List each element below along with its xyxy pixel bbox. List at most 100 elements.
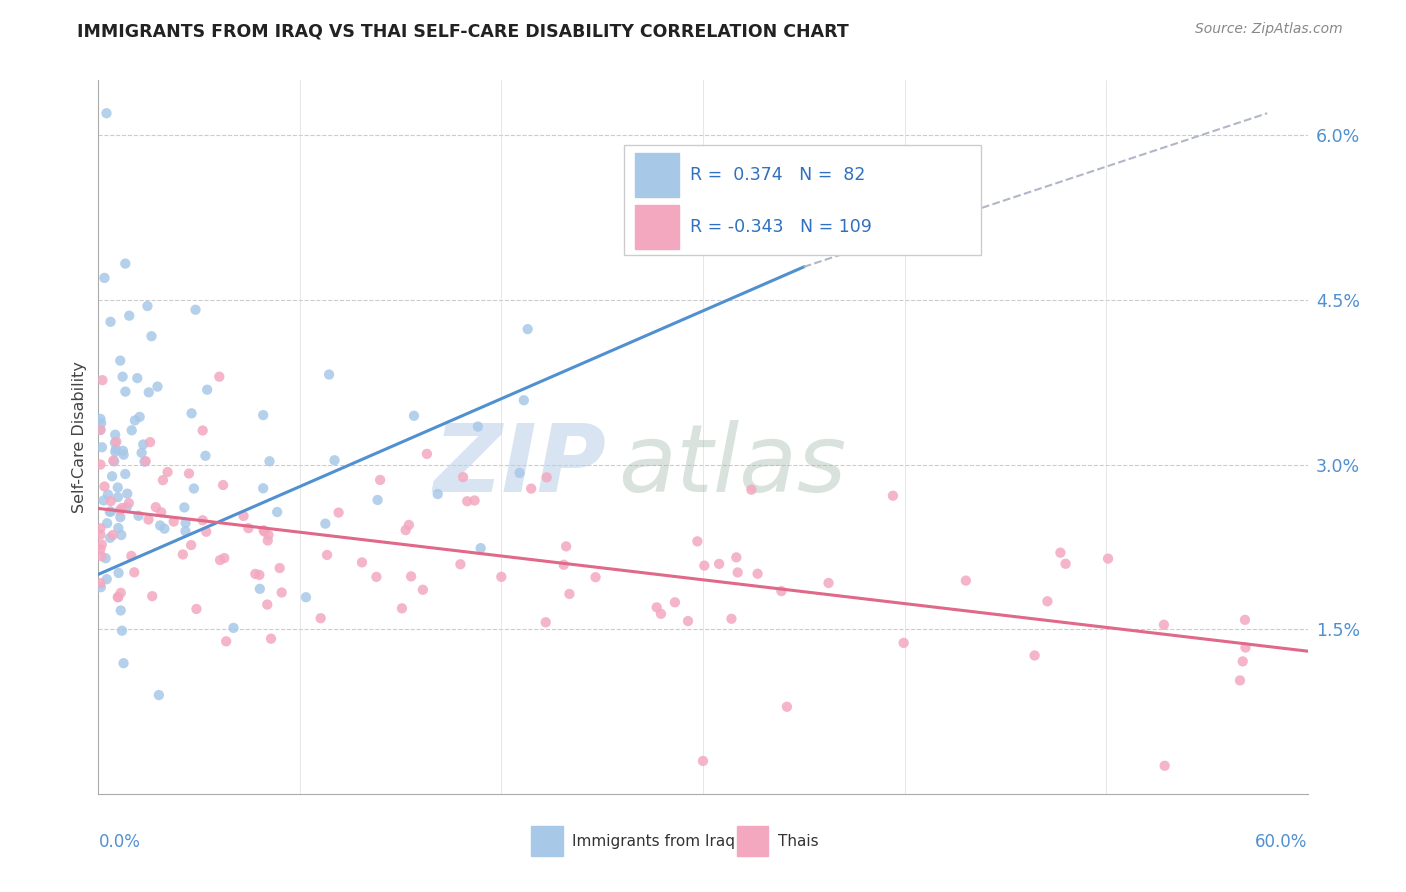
Point [464, 493, 486, 508]
Point [214, 551, 236, 566]
Point [191, 424, 214, 438]
Point [141, 329, 163, 343]
Point [316, 548, 339, 562]
Point [91, 373, 114, 387]
Point [253, 524, 276, 538]
Point [208, 369, 231, 384]
Point [136, 299, 159, 313]
Point [104, 435, 127, 450]
Point [491, 570, 513, 584]
Point [105, 434, 128, 449]
FancyBboxPatch shape [531, 826, 562, 856]
Point [132, 437, 155, 451]
Point [107, 590, 129, 604]
Text: 60.0%: 60.0% [1256, 833, 1308, 851]
Point [195, 383, 218, 397]
Point [121, 423, 143, 437]
Point [98, 531, 121, 545]
Point [89, 542, 111, 557]
Point [186, 602, 208, 616]
Point [328, 506, 350, 520]
Point [391, 601, 413, 615]
Point [128, 508, 150, 523]
Point [534, 615, 557, 630]
Point [89, 521, 111, 535]
Point [111, 443, 134, 458]
Point [449, 558, 471, 572]
Point [402, 409, 425, 423]
Point [585, 570, 607, 584]
Point [89, 527, 111, 541]
Point [93, 479, 115, 493]
Point [509, 466, 531, 480]
Point [180, 406, 202, 420]
Point [110, 528, 132, 542]
Point [128, 409, 150, 424]
Point [195, 524, 218, 539]
Point [148, 688, 170, 702]
Point [101, 528, 124, 542]
Point [153, 522, 176, 536]
Point [295, 591, 318, 605]
Point [107, 490, 129, 504]
Point [1054, 557, 1077, 571]
Point [141, 589, 163, 603]
Point [114, 467, 136, 481]
Point [138, 385, 160, 400]
Point [110, 353, 132, 368]
Point [174, 516, 197, 530]
Point [89, 423, 111, 437]
Text: atlas: atlas [619, 420, 846, 511]
Y-axis label: Self-Care Disability: Self-Care Disability [72, 361, 87, 513]
Point [111, 624, 134, 638]
Point [90, 537, 112, 551]
Point [692, 754, 714, 768]
Point [882, 489, 904, 503]
Point [114, 384, 136, 399]
Point [118, 496, 141, 510]
Point [309, 611, 332, 625]
Point [350, 555, 373, 569]
Point [232, 508, 254, 523]
Point [1232, 654, 1254, 668]
Point [152, 473, 174, 487]
Point [89, 412, 111, 426]
Point [110, 603, 132, 617]
Point [104, 445, 127, 459]
Point [104, 442, 127, 457]
Point [1049, 546, 1071, 560]
Point [100, 494, 122, 508]
Point [314, 516, 336, 531]
Point [111, 500, 134, 515]
Point [101, 469, 124, 483]
Point [194, 449, 217, 463]
Point [115, 500, 138, 515]
Point [725, 550, 748, 565]
Point [252, 408, 274, 422]
Point [139, 435, 162, 450]
Point [107, 521, 129, 535]
Point [249, 582, 271, 596]
Point [256, 533, 278, 548]
Point [516, 322, 538, 336]
Point [150, 505, 173, 519]
Point [470, 541, 492, 556]
Point [467, 419, 489, 434]
Point [111, 369, 134, 384]
Point [747, 566, 769, 581]
Point [94, 551, 117, 566]
Point [97, 487, 120, 501]
Point [124, 413, 146, 427]
Point [90, 440, 112, 454]
Point [89, 576, 111, 591]
Point [1234, 640, 1257, 655]
Point [90, 580, 112, 594]
Point [104, 427, 127, 442]
Point [323, 453, 346, 467]
Point [252, 481, 274, 495]
Point [209, 553, 232, 567]
Point [558, 587, 581, 601]
Point [412, 582, 434, 597]
Point [103, 453, 125, 467]
Text: Immigrants from Iraq: Immigrants from Iraq [572, 834, 735, 849]
